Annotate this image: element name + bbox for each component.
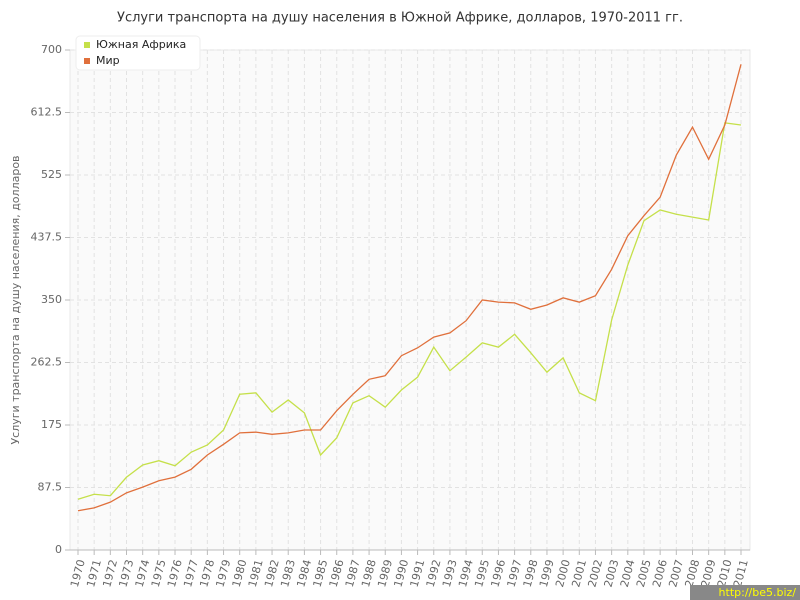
y-tick-label: 87.5 (38, 481, 63, 494)
y-tick-label: 262.5 (31, 356, 63, 369)
y-tick-label: 525 (41, 168, 62, 181)
chart-title: Услуги транспорта на душу населения в Юж… (117, 11, 683, 26)
y-tick-label: 350 (41, 293, 62, 306)
y-axis-label: Услуги транспорта на душу населения, дол… (9, 155, 22, 444)
watermark: http://be5.biz/ (719, 586, 797, 599)
y-tick-label: 437.5 (31, 231, 63, 244)
y-tick-label: 0 (55, 543, 62, 556)
y-tick-label: 175 (41, 418, 62, 431)
series-line (77, 122, 742, 500)
watermark-bg (690, 585, 800, 600)
series-line (77, 64, 742, 512)
legend-box (75, 35, 201, 71)
legend-swatch (84, 42, 90, 48)
legend-swatch (84, 58, 90, 64)
legend-label: Южная Африка (96, 38, 186, 51)
y-tick-label: 612.5 (31, 106, 63, 119)
legend-label: Мир (96, 54, 120, 67)
y-tick-label: 700 (41, 43, 62, 56)
